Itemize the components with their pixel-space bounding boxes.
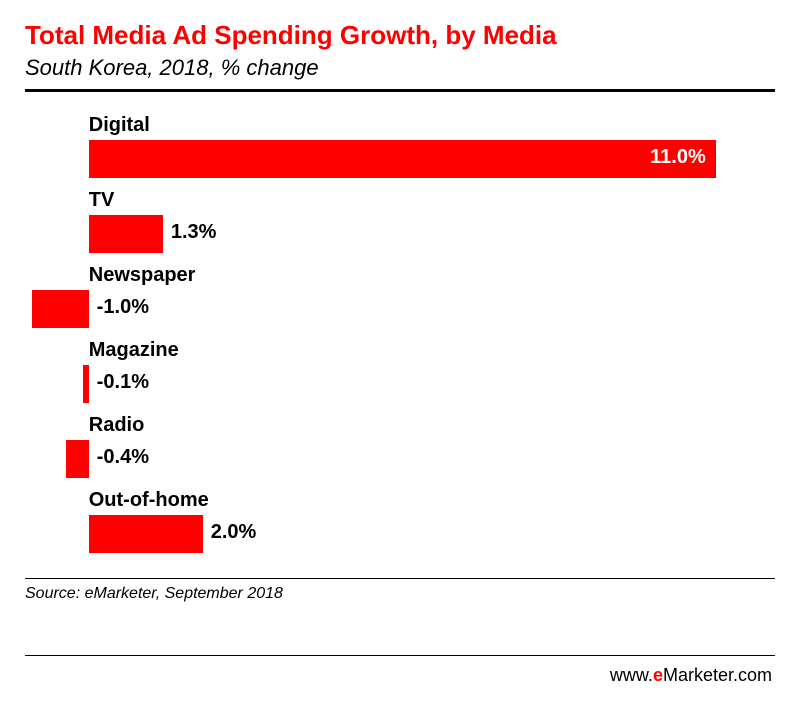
- category-label: Digital: [89, 114, 150, 137]
- value-label: 2.0%: [211, 521, 257, 544]
- bar: [66, 440, 89, 478]
- header-rule: [25, 89, 775, 92]
- footer-attribution: www.eMarketer.com: [610, 665, 772, 686]
- bar: [83, 365, 89, 403]
- source-text: Source: eMarketer, September 2018: [25, 585, 775, 603]
- chart-row: Magazine -0.1%: [25, 339, 775, 414]
- bar-chart: Digital 11.0% TV 1.3% Newspaper -1.0% Magazine…: [25, 114, 775, 564]
- bar: [32, 290, 89, 328]
- bar: [89, 140, 716, 178]
- category-label: TV: [89, 189, 115, 212]
- category-label: Newspaper: [89, 264, 196, 287]
- footer-prefix: www.: [610, 665, 653, 685]
- value-label: -1.0%: [97, 296, 149, 319]
- chart-subtitle: South Korea, 2018, % change: [25, 55, 775, 81]
- chart-title: Total Media Ad Spending Growth, by Media: [25, 20, 775, 51]
- bar: [89, 215, 163, 253]
- chart-row: TV 1.3%: [25, 189, 775, 264]
- footer-brand-red: e: [653, 665, 663, 685]
- chart-row: Newspaper -1.0%: [25, 264, 775, 339]
- value-label: -0.4%: [97, 446, 149, 469]
- bar: [89, 515, 203, 553]
- chart-row: Radio -0.4%: [25, 414, 775, 489]
- category-label: Radio: [89, 414, 145, 437]
- chart-row: Digital 11.0%: [25, 114, 775, 189]
- chart-bottom-rule: [25, 578, 775, 579]
- category-label: Magazine: [89, 339, 179, 362]
- footer-brand-rest: Marketer: [663, 665, 733, 685]
- footer-rule: [25, 655, 775, 656]
- chart-row: Out-of-home2.0%: [25, 489, 775, 564]
- category-label: Out-of-home: [89, 489, 209, 512]
- value-label: 11.0%: [650, 146, 706, 169]
- value-label: -0.1%: [97, 371, 149, 394]
- value-label: 1.3%: [171, 221, 217, 244]
- footer-suffix: .com: [733, 665, 772, 685]
